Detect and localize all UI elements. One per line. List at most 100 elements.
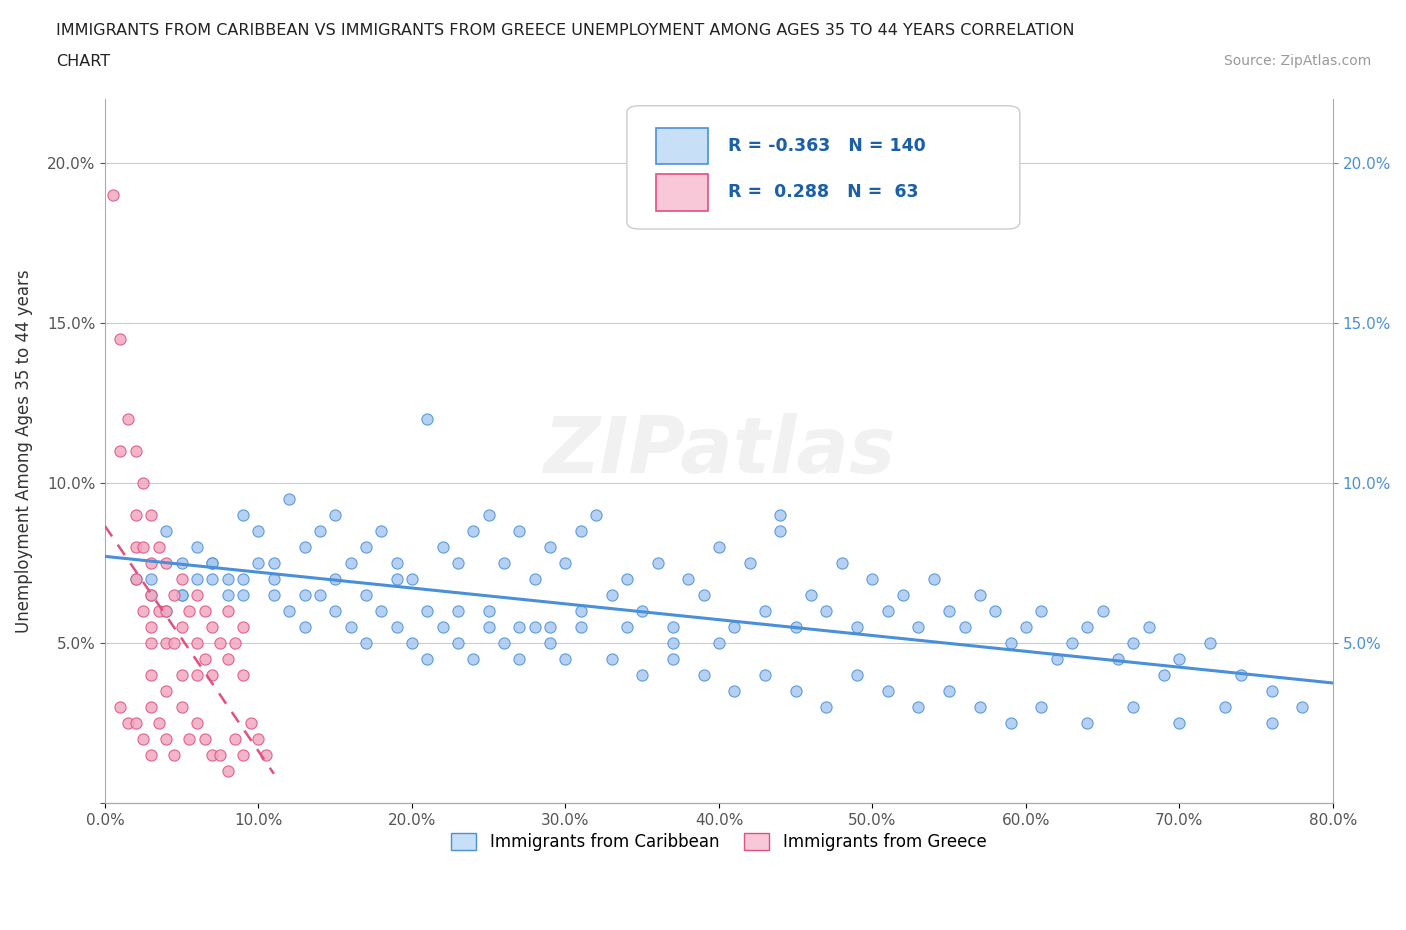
Point [155,684,177,698]
Point [401,572,423,587]
Point [907,699,929,714]
Point [186,668,208,683]
Point [585,508,607,523]
Point [201,555,224,570]
Point [139,572,162,587]
Point [662,652,685,667]
Point [232,668,254,683]
Point [132,475,155,490]
Point [139,619,162,634]
Point [1091,604,1114,618]
Point [217,588,239,603]
Point [139,588,162,603]
Point [508,652,530,667]
Point [692,668,714,683]
Point [846,668,869,683]
Point [1260,684,1282,698]
Point [723,619,745,634]
Point [538,635,561,650]
Point [170,699,193,714]
Point [294,588,316,603]
Point [148,715,170,730]
Point [631,668,654,683]
Text: R =  0.288   N =  63: R = 0.288 N = 63 [727,183,918,202]
Point [170,668,193,683]
Point [1215,699,1237,714]
Point [922,572,945,587]
Point [232,572,254,587]
Point [139,668,162,683]
Point [600,652,623,667]
Point [1060,635,1083,650]
Point [1076,715,1098,730]
Point [201,572,224,587]
Point [354,635,377,650]
Point [754,668,776,683]
Point [209,635,232,650]
Point [224,635,246,650]
Point [201,619,224,634]
Point [370,524,392,538]
Point [647,555,669,570]
Bar [657,127,707,165]
Point [186,539,208,554]
Point [139,699,162,714]
Point [132,732,155,747]
Point [938,684,960,698]
Point [309,588,332,603]
Point [463,524,485,538]
Point [1031,604,1053,618]
Point [569,619,592,634]
Point [1168,715,1191,730]
Point [984,604,1007,618]
Point [186,588,208,603]
Point [155,635,177,650]
Point [1000,635,1022,650]
Point [339,555,361,570]
Point [354,588,377,603]
Point [323,572,346,587]
Point [416,652,439,667]
Point [969,699,991,714]
Point [263,572,285,587]
Point [1153,668,1175,683]
Point [201,668,224,683]
Point [1122,699,1144,714]
Point [1107,652,1129,667]
Point [148,604,170,618]
Point [494,635,516,650]
Point [907,619,929,634]
Point [209,748,232,763]
Point [110,331,132,346]
Point [523,572,546,587]
Point [125,572,148,587]
Point [370,604,392,618]
Point [463,652,485,667]
Point [179,604,201,618]
Point [707,539,730,554]
Point [186,572,208,587]
Point [125,715,148,730]
Point [309,524,332,538]
Point [569,524,592,538]
Point [1015,619,1038,634]
Point [616,572,638,587]
Point [432,619,454,634]
FancyBboxPatch shape [627,106,1019,229]
Text: R = -0.363   N = 140: R = -0.363 N = 140 [727,137,925,155]
Point [139,508,162,523]
Point [754,604,776,618]
Point [447,604,470,618]
Point [139,555,162,570]
Point [201,748,224,763]
Point [815,604,838,618]
Point [194,652,217,667]
Text: CHART: CHART [56,54,110,69]
Point [224,732,246,747]
Point [969,588,991,603]
Point [132,539,155,554]
Point [155,732,177,747]
Point [769,508,792,523]
Point [194,604,217,618]
Point [139,588,162,603]
